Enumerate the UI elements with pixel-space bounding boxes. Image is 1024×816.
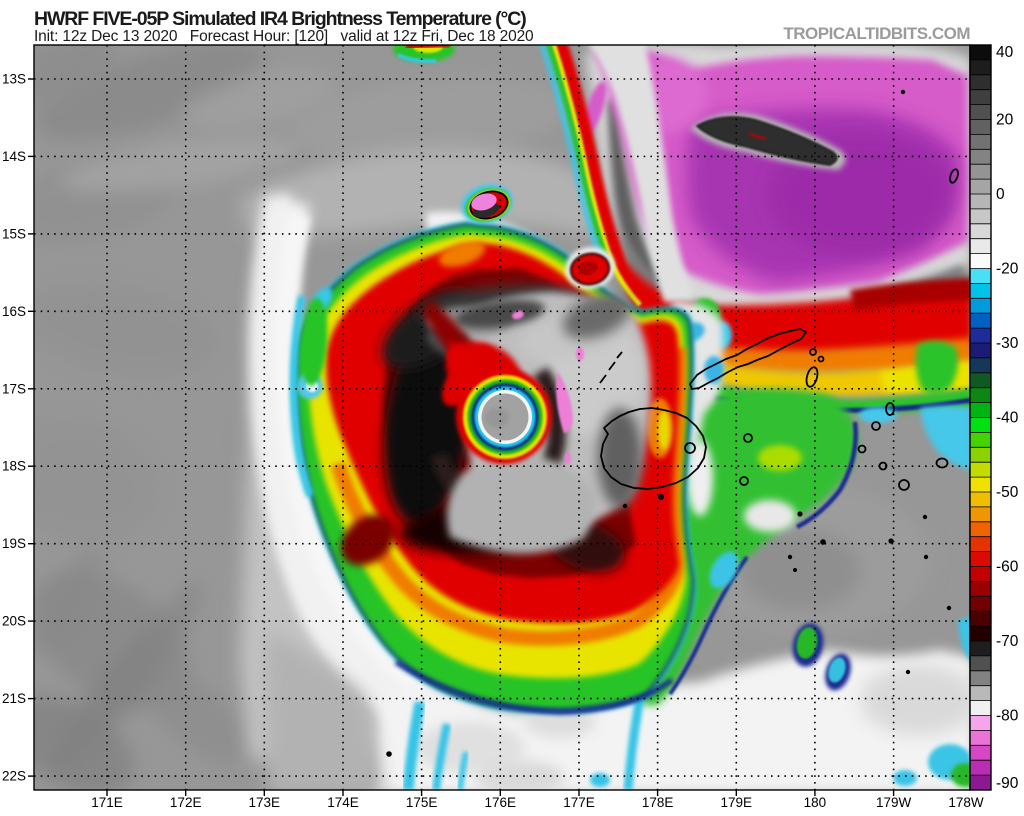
svg-text:Init: 12z Dec 13 2020 Foreca: Init: 12z Dec 13 2020 Forecast Hour: [12…: [34, 28, 534, 45]
svg-text:20: 20: [996, 112, 1014, 129]
svg-text:-60: -60: [996, 559, 1019, 576]
svg-text:0: 0: [996, 186, 1005, 203]
svg-text:-70: -70: [996, 633, 1019, 650]
svg-text:179W: 179W: [876, 795, 912, 810]
svg-text:18S: 18S: [2, 459, 26, 474]
svg-text:-30: -30: [996, 335, 1019, 352]
svg-text:179E: 179E: [721, 795, 753, 810]
svg-text:21S: 21S: [2, 691, 26, 706]
svg-text:14S: 14S: [2, 149, 26, 164]
svg-text:13S: 13S: [2, 72, 26, 87]
svg-text:TROPICALTIDBITS.COM: TROPICALTIDBITS.COM: [783, 24, 970, 43]
svg-text:176E: 176E: [485, 795, 517, 810]
svg-text:173E: 173E: [249, 795, 281, 810]
svg-text:172E: 172E: [170, 795, 202, 810]
svg-text:180: 180: [804, 795, 827, 810]
svg-text:-50: -50: [996, 484, 1019, 501]
svg-text:178W: 178W: [948, 795, 984, 810]
svg-text:22S: 22S: [2, 769, 26, 784]
svg-text:17S: 17S: [2, 381, 26, 396]
svg-text:HWRF FIVE-05P Simulated IR4 Br: HWRF FIVE-05P Simulated IR4 Brightness T…: [34, 8, 526, 30]
svg-text:19S: 19S: [2, 536, 26, 551]
svg-text:177E: 177E: [563, 795, 595, 810]
svg-text:174E: 174E: [327, 795, 359, 810]
svg-text:-20: -20: [996, 261, 1019, 278]
svg-text:15S: 15S: [2, 226, 26, 241]
svg-text:-40: -40: [996, 410, 1019, 427]
svg-text:178E: 178E: [642, 795, 674, 810]
svg-text:16S: 16S: [2, 304, 26, 319]
svg-text:20S: 20S: [2, 614, 26, 629]
svg-text:175E: 175E: [406, 795, 438, 810]
svg-text:-80: -80: [996, 708, 1019, 725]
svg-text:-90: -90: [996, 775, 1019, 792]
svg-text:40: 40: [996, 44, 1014, 61]
svg-text:171E: 171E: [91, 795, 123, 810]
